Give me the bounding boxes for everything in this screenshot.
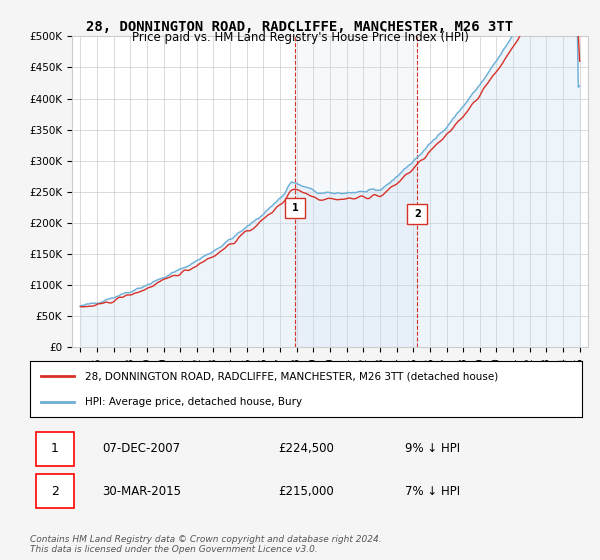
Text: 1: 1 <box>292 203 299 213</box>
Text: 2: 2 <box>51 484 59 497</box>
Text: 9% ↓ HPI: 9% ↓ HPI <box>406 442 460 455</box>
Text: HPI: Average price, detached house, Bury: HPI: Average price, detached house, Bury <box>85 397 302 407</box>
Text: 30-MAR-2015: 30-MAR-2015 <box>102 484 181 497</box>
Bar <box>295 36 418 347</box>
Text: 07-DEC-2007: 07-DEC-2007 <box>102 442 180 455</box>
FancyBboxPatch shape <box>35 474 74 508</box>
Text: Price paid vs. HM Land Registry's House Price Index (HPI): Price paid vs. HM Land Registry's House … <box>131 31 469 44</box>
Text: £224,500: £224,500 <box>278 442 334 455</box>
Text: 2: 2 <box>414 208 421 218</box>
Text: 28, DONNINGTON ROAD, RADCLIFFE, MANCHESTER, M26 3TT: 28, DONNINGTON ROAD, RADCLIFFE, MANCHEST… <box>86 20 514 34</box>
FancyBboxPatch shape <box>35 432 74 466</box>
Text: 1: 1 <box>51 442 59 455</box>
Text: 28, DONNINGTON ROAD, RADCLIFFE, MANCHESTER, M26 3TT (detached house): 28, DONNINGTON ROAD, RADCLIFFE, MANCHEST… <box>85 371 499 381</box>
Text: 7% ↓ HPI: 7% ↓ HPI <box>406 484 460 497</box>
Text: Contains HM Land Registry data © Crown copyright and database right 2024.
This d: Contains HM Land Registry data © Crown c… <box>30 535 382 554</box>
Text: £215,000: £215,000 <box>278 484 334 497</box>
